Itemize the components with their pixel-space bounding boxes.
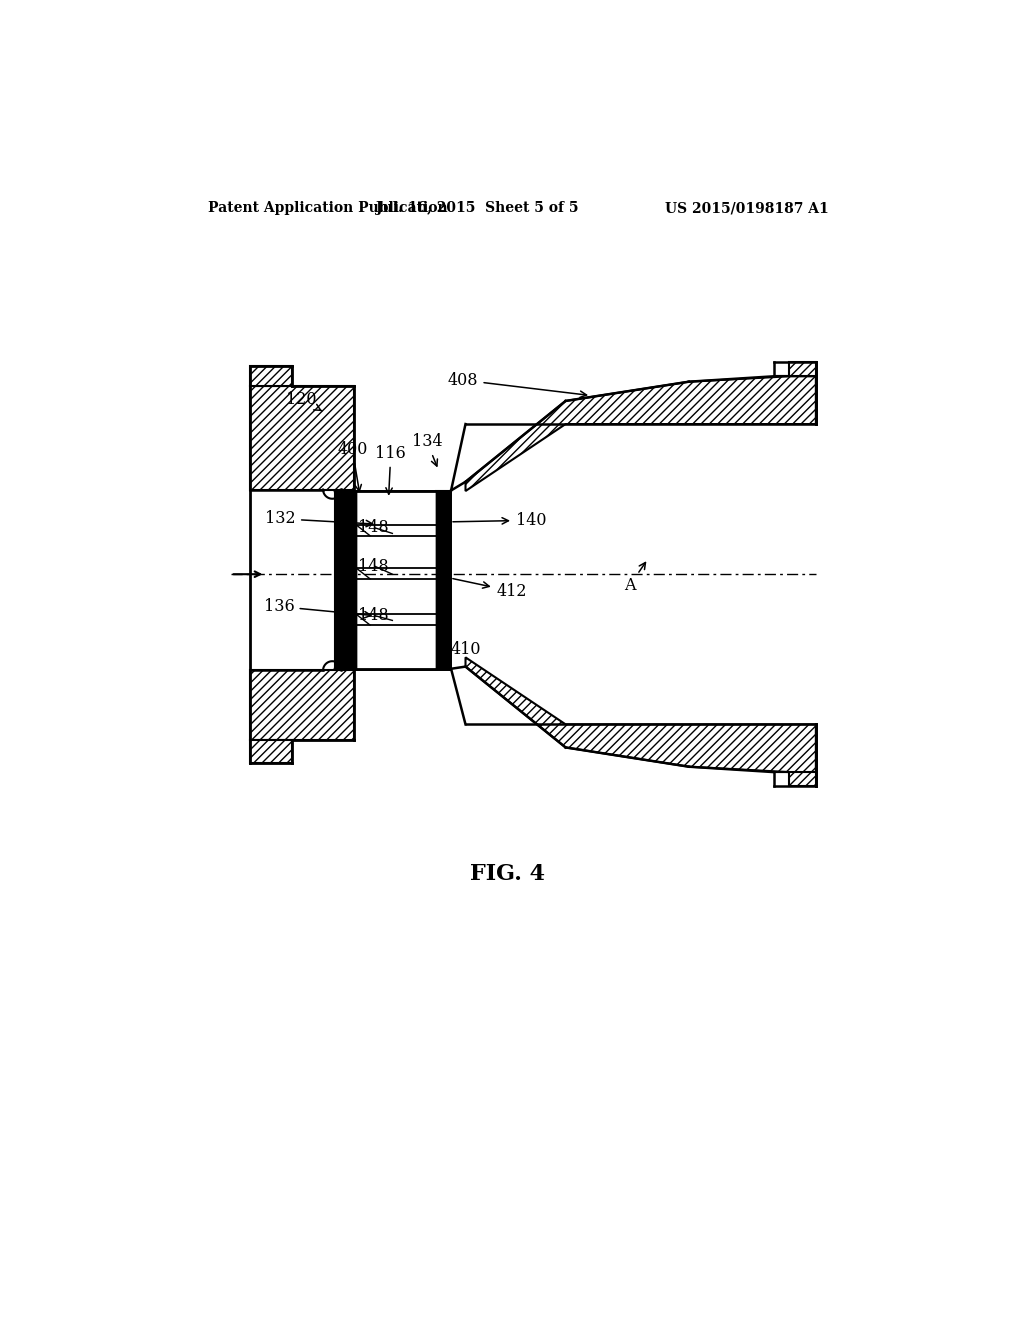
Polygon shape bbox=[250, 367, 292, 385]
Polygon shape bbox=[466, 376, 816, 491]
Text: 148: 148 bbox=[358, 558, 389, 576]
Text: 132: 132 bbox=[265, 511, 373, 527]
Polygon shape bbox=[356, 491, 436, 669]
Text: 148: 148 bbox=[358, 520, 389, 536]
Text: A: A bbox=[624, 562, 645, 594]
Polygon shape bbox=[335, 491, 356, 669]
Polygon shape bbox=[250, 385, 354, 490]
Text: FIG. 4: FIG. 4 bbox=[470, 863, 546, 886]
Text: 120: 120 bbox=[287, 391, 322, 411]
Text: 408: 408 bbox=[447, 372, 587, 397]
Text: Jul. 16, 2015  Sheet 5 of 5: Jul. 16, 2015 Sheet 5 of 5 bbox=[376, 202, 579, 215]
Text: 134: 134 bbox=[412, 433, 442, 466]
Text: 148: 148 bbox=[358, 607, 389, 624]
Polygon shape bbox=[466, 657, 816, 772]
Text: 140: 140 bbox=[453, 512, 546, 529]
Polygon shape bbox=[436, 491, 451, 669]
Polygon shape bbox=[335, 491, 451, 669]
Polygon shape bbox=[250, 671, 354, 739]
Text: 412: 412 bbox=[453, 578, 527, 599]
Polygon shape bbox=[773, 772, 816, 785]
Text: 410: 410 bbox=[451, 642, 481, 659]
Polygon shape bbox=[773, 363, 816, 376]
Text: 116: 116 bbox=[376, 445, 407, 494]
Text: Patent Application Publication: Patent Application Publication bbox=[208, 202, 447, 215]
Text: US 2015/0198187 A1: US 2015/0198187 A1 bbox=[665, 202, 828, 215]
Text: 136: 136 bbox=[264, 598, 371, 618]
Text: 400: 400 bbox=[337, 441, 368, 491]
Polygon shape bbox=[250, 739, 292, 763]
